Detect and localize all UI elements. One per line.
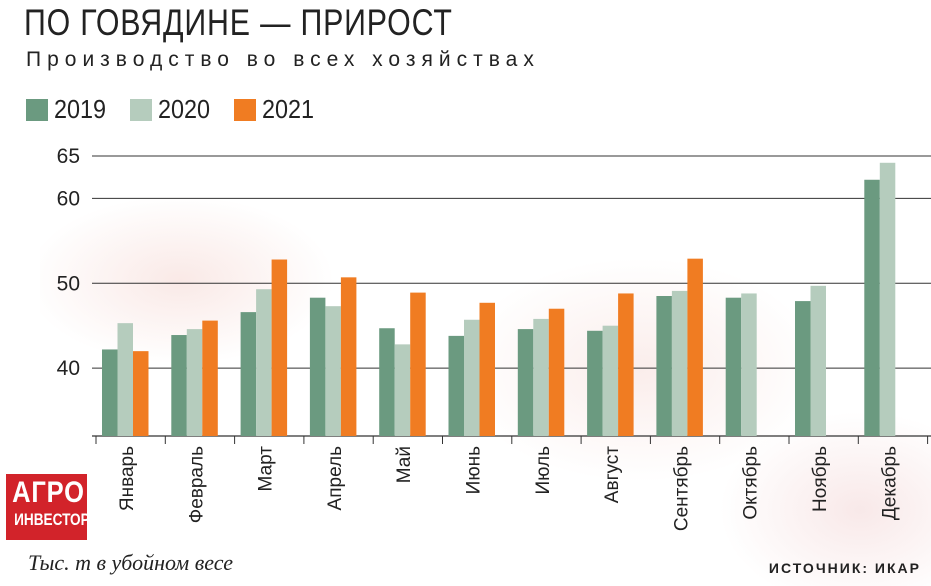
bar-2021-4: [340, 277, 357, 436]
bar-2019-12: [864, 179, 880, 436]
y-tick-label-40: 40: [57, 357, 80, 380]
legend-swatch-2021: [233, 98, 256, 121]
bar-2019-5: [379, 328, 395, 436]
legend-swatch-2019: [26, 98, 48, 121]
legend-label-2021: 2021: [261, 94, 314, 124]
month-label-5: Май: [394, 446, 415, 483]
bar-2021-6: [479, 302, 495, 436]
bar-2019-6: [448, 335, 464, 436]
month-label-6: Июнь: [464, 446, 485, 494]
legend-item-2020: 2020: [129, 94, 216, 125]
legend-swatch-2020: [129, 98, 152, 121]
bar-2021-9: [687, 258, 703, 436]
month-label-7: Июль: [533, 446, 554, 495]
month-label-2: Февраль: [186, 446, 207, 523]
month-label-1: Январь: [117, 446, 138, 511]
chart-subtitle: Производство во всех хозяйствах: [26, 48, 540, 71]
bar-2021-7: [548, 308, 565, 436]
bar-2019-2: [171, 335, 187, 436]
month-label-8: Август: [602, 446, 623, 503]
month-label-4: Апрель: [325, 446, 346, 511]
logo-text-investor: ИНВЕСТОР: [14, 510, 90, 529]
bar-2019-7: [517, 329, 534, 436]
bar-2021-8: [618, 293, 634, 436]
agroinvestor-logo: АГРО ИНВЕСТОР: [6, 474, 90, 540]
bar-2019-11: [795, 301, 811, 436]
bar-2020-5: [394, 344, 411, 436]
legend: 2019 2020 2021: [26, 94, 338, 125]
bar-2021-3: [271, 259, 288, 436]
month-label-3: Март: [256, 446, 277, 492]
bar-2019-4: [309, 297, 326, 436]
bar-2020-11: [810, 285, 826, 436]
month-label-12: Декабрь: [879, 446, 900, 520]
legend-label-2019: 2019: [54, 94, 107, 124]
legend-label-2020: 2020: [157, 94, 210, 124]
bar-2020-10: [741, 293, 757, 436]
units-note: Тыс. т в убойном весе: [28, 550, 233, 575]
bar-2019-10: [725, 297, 742, 436]
bar-2020-8: [602, 325, 619, 436]
bar-2020-9: [671, 290, 688, 436]
y-tick-label-60: 60: [57, 187, 80, 210]
bar-2019-1: [102, 349, 118, 436]
logo-text-agro: АГРО: [12, 476, 85, 509]
bar-2020-12: [879, 162, 896, 436]
bar-2020-3: [256, 289, 272, 436]
bar-2021-5: [410, 292, 426, 436]
month-label-9: Сентябрь: [671, 446, 692, 531]
bar-2021-1: [133, 351, 149, 436]
source-credit: ИСТОЧНИК: ИКАР: [768, 560, 921, 576]
bar-2020-1: [117, 323, 133, 436]
bar-2019-8: [587, 330, 603, 436]
month-label-10: Октябрь: [741, 446, 762, 520]
bar-2019-3: [240, 312, 257, 436]
legend-item-2019: 2019: [26, 94, 112, 125]
month-label-11: Ноябрь: [810, 446, 831, 512]
bar-2020-2: [186, 329, 203, 436]
chart-title: ПО ГОВЯДИНЕ — ПРИРОСТ: [24, 2, 453, 43]
bar-2020-6: [464, 319, 480, 436]
bar-2020-4: [325, 306, 341, 436]
bar-2020-7: [533, 318, 549, 436]
bar-2019-9: [656, 296, 672, 436]
legend-item-2021: 2021: [233, 94, 320, 125]
y-tick-label-65: 65: [57, 145, 80, 168]
y-tick-label-50: 50: [57, 272, 80, 295]
bar-2021-2: [202, 320, 218, 436]
